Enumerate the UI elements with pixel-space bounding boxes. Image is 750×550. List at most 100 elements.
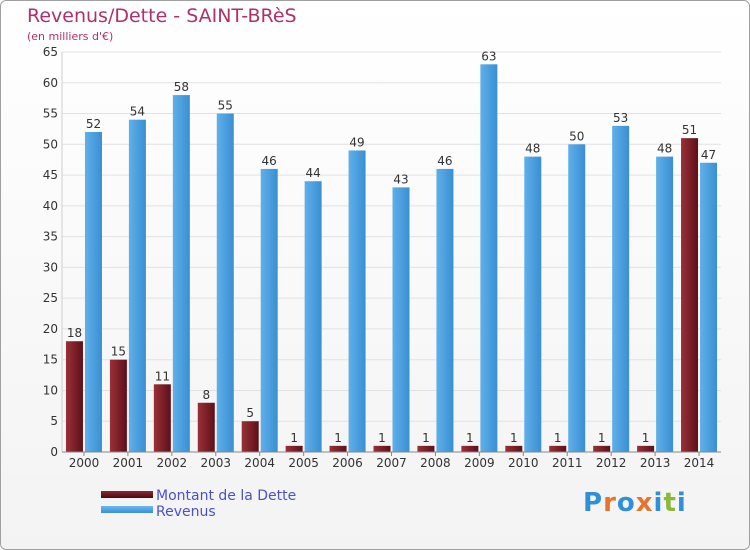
revenue-bar [348, 150, 366, 452]
revenue-value-label: 54 [130, 105, 145, 119]
x-tick-label: 2004 [244, 456, 275, 470]
revenue-bar [392, 187, 410, 452]
y-tick-label: 30 [43, 260, 58, 274]
debt-bar [681, 138, 699, 452]
debt-value-label: 1 [422, 431, 430, 445]
x-tick-label: 2005 [288, 456, 319, 470]
legend-label-debt: Montant de la Dette [156, 488, 297, 504]
debt-bar [329, 445, 347, 452]
x-tick-label: 2009 [464, 456, 495, 470]
revenue-value-label: 55 [218, 99, 233, 113]
bars-layer [65, 64, 718, 453]
revenue-value-label: 46 [262, 154, 277, 168]
x-tick-label: 2008 [420, 456, 451, 470]
x-tick-label: 2010 [508, 456, 539, 470]
debt-bar [461, 445, 479, 452]
debt-bar [505, 445, 523, 452]
x-tick-label: 2012 [596, 456, 627, 470]
debt-value-label: 15 [111, 345, 126, 359]
chart-subtitle: (en milliers d'€) [27, 30, 114, 43]
revenue-bar [524, 156, 542, 452]
debt-bar [285, 445, 303, 452]
revenue-value-label: 48 [525, 142, 540, 156]
debt-value-label: 8 [202, 388, 210, 402]
debt-value-label: 1 [334, 431, 342, 445]
y-tick-label: 0 [50, 445, 58, 459]
debt-bar [373, 445, 391, 452]
debt-value-label: 1 [510, 431, 518, 445]
revenue-value-label: 46 [437, 154, 452, 168]
revenue-value-label: 47 [701, 148, 716, 162]
revenue-bar [656, 156, 674, 452]
x-tick-label: 2014 [684, 456, 715, 470]
logo-letter: i [676, 488, 687, 518]
revenue-value-label: 63 [481, 49, 496, 63]
debt-bar [593, 445, 611, 452]
x-tick-label: 2006 [332, 456, 363, 470]
debt-bar [241, 421, 259, 452]
x-tick-label: 2007 [376, 456, 407, 470]
logo-letter: i [653, 488, 664, 518]
debt-value-label: 1 [554, 431, 562, 445]
logo-letter: x [635, 488, 654, 518]
debt-value-label: 18 [67, 326, 82, 340]
revenue-value-label: 53 [613, 111, 628, 125]
revenue-bar [568, 144, 586, 453]
revenue-bar [172, 95, 190, 453]
revenue-value-label: 49 [349, 135, 364, 149]
y-tick-label: 65 [43, 45, 58, 59]
labels-layer: 1852155411588555461441491431461631481501… [67, 49, 716, 445]
logo-letter: t [663, 488, 677, 518]
debt-bar [637, 445, 655, 452]
debt-value-label: 51 [682, 123, 697, 137]
y-tick-label: 50 [43, 137, 58, 151]
logo-letter: P [583, 488, 604, 518]
debt-bar [109, 359, 127, 452]
revenue-bar [304, 181, 322, 452]
x-tick-label: 2003 [200, 456, 231, 470]
x-tick-label: 2011 [552, 456, 583, 470]
y-tick-label: 20 [43, 322, 58, 336]
revenue-bar [612, 125, 630, 452]
revenue-value-label: 48 [657, 142, 672, 156]
y-tick-label: 55 [43, 107, 58, 121]
debt-bar [153, 384, 171, 452]
revenue-bar [84, 132, 102, 452]
revenue-bar [260, 168, 278, 452]
debt-value-label: 1 [466, 431, 474, 445]
y-tick-label: 40 [43, 199, 58, 213]
x-tick-label: 2001 [113, 456, 144, 470]
revenue-bar [436, 168, 454, 452]
y-tick-label: 25 [43, 291, 58, 305]
chart-title: Revenus/Dette - SAINT-BRèS [27, 5, 297, 27]
legend-label-revenue: Revenus [156, 504, 216, 520]
debt-value-label: 11 [155, 369, 170, 383]
x-tick-label: 2000 [69, 456, 100, 470]
revenue-value-label: 44 [305, 166, 320, 180]
debt-bar [549, 445, 567, 452]
revenue-value-label: 58 [174, 80, 189, 94]
debt-value-label: 5 [246, 406, 254, 420]
y-tick-label: 35 [43, 230, 58, 244]
proxiti-logo: Proxiti [583, 488, 687, 518]
debt-bar [417, 445, 435, 452]
legend-swatch-revenue [101, 506, 153, 513]
logo-letter: r [603, 488, 617, 518]
revenue-value-label: 50 [569, 129, 584, 143]
y-tick-label: 45 [43, 168, 58, 182]
revenue-value-label: 52 [86, 117, 101, 131]
y-tick-label: 10 [43, 383, 58, 397]
logo-letter: o [616, 488, 636, 518]
debt-value-label: 1 [642, 431, 650, 445]
y-tick-label: 60 [43, 76, 58, 90]
debt-value-label: 1 [598, 431, 606, 445]
debt-bar [65, 341, 83, 452]
debt-bar [197, 402, 215, 452]
debt-value-label: 1 [378, 431, 386, 445]
grid-layer [61, 51, 721, 453]
revenue-bar [216, 113, 234, 453]
legend-swatch-debt [101, 491, 153, 498]
revenue-value-label: 43 [393, 172, 408, 186]
